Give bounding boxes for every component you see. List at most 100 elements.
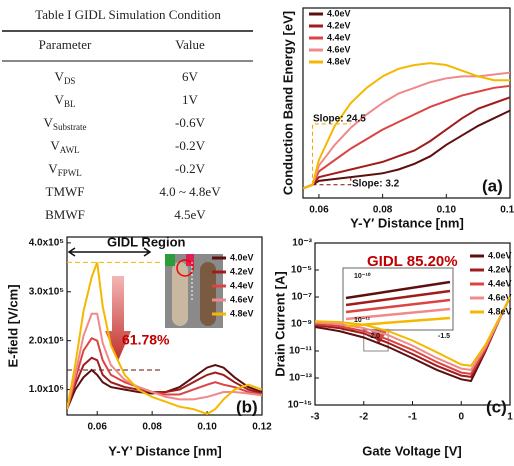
legend-label: 4.4eV bbox=[230, 280, 254, 290]
legend-label: 4.8eV bbox=[488, 306, 512, 316]
table-header: Parameter bbox=[39, 37, 92, 52]
y-tick-label: 10⁻⁷ bbox=[291, 292, 312, 303]
annotation: Slope: 24.5 bbox=[313, 114, 366, 125]
legend-label: 4.4eV bbox=[488, 278, 512, 288]
annotation: Slope: 3.2 bbox=[352, 179, 400, 190]
annotation: 10⁻¹¹ bbox=[354, 317, 371, 324]
plot-frame bbox=[302, 7, 511, 199]
legend-label: 4.0eV bbox=[230, 252, 254, 262]
x-tick-label: 0.08 bbox=[373, 205, 393, 216]
x-tick-label: -2 bbox=[359, 412, 368, 423]
table-header: Value bbox=[175, 37, 205, 52]
parameter-symbol: TMWF bbox=[46, 184, 85, 199]
parameter-cell: VBL bbox=[55, 92, 76, 109]
x-axis-label: Y-Y’ Distance [nm] bbox=[108, 443, 221, 458]
y-tick-label: 10⁻¹¹ bbox=[289, 346, 313, 357]
series-line bbox=[67, 262, 262, 415]
decrease-arrow bbox=[105, 276, 131, 361]
series-line bbox=[303, 62, 510, 190]
x-axis-label: Gate Voltage [V] bbox=[362, 443, 461, 458]
parameter-symbol: V bbox=[48, 161, 58, 176]
legend-label: 4.0eV bbox=[488, 250, 512, 260]
annotation: -2.0 bbox=[368, 333, 380, 340]
value-cell: -0.2V bbox=[175, 138, 206, 153]
value-cell: 4.5eV bbox=[174, 207, 206, 222]
annotation: GIDL 85.20% bbox=[367, 253, 458, 270]
parameter-subscript: Substrate bbox=[53, 122, 87, 132]
x-tick-label: 0.12 bbox=[252, 422, 272, 433]
parameter-subscript: FPWL bbox=[58, 168, 82, 178]
table-title: Table I GIDL Simulation Condition bbox=[35, 7, 221, 22]
device-region bbox=[186, 254, 194, 266]
x-tick-label: -1 bbox=[408, 412, 417, 423]
annotation: 10⁻¹⁰ bbox=[354, 272, 371, 280]
y-tick-label: 10⁻¹³ bbox=[289, 373, 313, 384]
inset-line bbox=[345, 316, 451, 328]
x-tick-label: 1 bbox=[507, 412, 513, 423]
annotation: (b) bbox=[236, 397, 258, 416]
legend-label: 4.4eV bbox=[327, 32, 351, 42]
annotation: GIDL Region bbox=[107, 234, 186, 249]
series-line bbox=[303, 71, 510, 190]
value-cell: 1V bbox=[182, 92, 199, 107]
x-tick-label: 0.10 bbox=[197, 422, 217, 433]
inset-line bbox=[345, 280, 451, 300]
parameter-symbol: V bbox=[44, 115, 54, 130]
parameter-subscript: AWL bbox=[60, 145, 80, 155]
parameter-symbol: V bbox=[55, 92, 65, 107]
value-cell: 6V bbox=[182, 69, 199, 84]
value-cell: -0.2V bbox=[175, 161, 206, 176]
y-tick-label: 1.0x10⁵ bbox=[29, 384, 65, 395]
x-axis-label: Y-Y′ Distance [nm] bbox=[350, 215, 464, 230]
device-region bbox=[165, 254, 175, 266]
y-tick-label: 10⁻¹⁵ bbox=[288, 400, 313, 411]
series-line bbox=[67, 312, 262, 410]
x-tick-label: 0.08 bbox=[142, 422, 162, 433]
parameter-cell: VAWL bbox=[50, 138, 79, 155]
legend-label: 4.8eV bbox=[230, 308, 254, 318]
x-tick-label: 0.06 bbox=[309, 205, 329, 216]
parameter-subscript: BL bbox=[64, 99, 76, 109]
parameter-cell: TMWF bbox=[46, 184, 85, 199]
legend-label: 4.2eV bbox=[230, 266, 254, 276]
x-tick-label: 0.06 bbox=[87, 422, 107, 433]
y-axis-label: Drain Current [A] bbox=[272, 271, 287, 376]
series-line bbox=[67, 364, 262, 410]
x-tick-label: 0.10 bbox=[437, 205, 457, 216]
annotation: (c) bbox=[486, 397, 507, 416]
y-tick-label: 2.0x10⁵ bbox=[29, 335, 65, 346]
plot-frame bbox=[66, 236, 263, 416]
parameter-subscript: DS bbox=[64, 76, 76, 86]
parameter-cell: VSubstrate bbox=[44, 115, 87, 132]
inset-b bbox=[165, 254, 223, 328]
series-line bbox=[303, 109, 510, 190]
legend-label: 4.6eV bbox=[327, 44, 351, 54]
parameter-symbol: V bbox=[55, 69, 65, 84]
y-axis-label: Conduction Band Energy [eV] bbox=[280, 11, 295, 195]
value-cell: -0.6V bbox=[175, 115, 206, 130]
parameter-cell: VDS bbox=[55, 69, 76, 86]
series-line bbox=[303, 84, 510, 190]
x-tick-label: -3 bbox=[311, 412, 320, 423]
legend-label: 4.6eV bbox=[230, 294, 254, 304]
parameter-symbol: BMWF bbox=[45, 207, 85, 222]
series-line bbox=[315, 296, 510, 367]
inset-line bbox=[345, 298, 451, 314]
annotation: -1.5 bbox=[438, 333, 450, 340]
y-tick-label: 10⁻⁵ bbox=[291, 265, 312, 276]
x-tick-label: 0.12 bbox=[500, 205, 514, 216]
series-line bbox=[303, 96, 510, 190]
slope-guide bbox=[312, 177, 352, 186]
y-tick-label: 10⁻⁹ bbox=[291, 319, 312, 330]
y-tick-label: 4.0x10⁵ bbox=[29, 238, 65, 249]
inset-line bbox=[345, 307, 451, 321]
annotation: (a) bbox=[482, 176, 503, 195]
table bbox=[2, 30, 253, 62]
parameter-symbol: V bbox=[50, 138, 60, 153]
legend-label: 4.2eV bbox=[327, 20, 351, 30]
legend-label: 4.8eV bbox=[327, 56, 351, 66]
legend-label: 4.6eV bbox=[488, 292, 512, 302]
y-axis-label: E-field [V/cm] bbox=[5, 284, 20, 367]
gidl-circle bbox=[176, 259, 194, 277]
